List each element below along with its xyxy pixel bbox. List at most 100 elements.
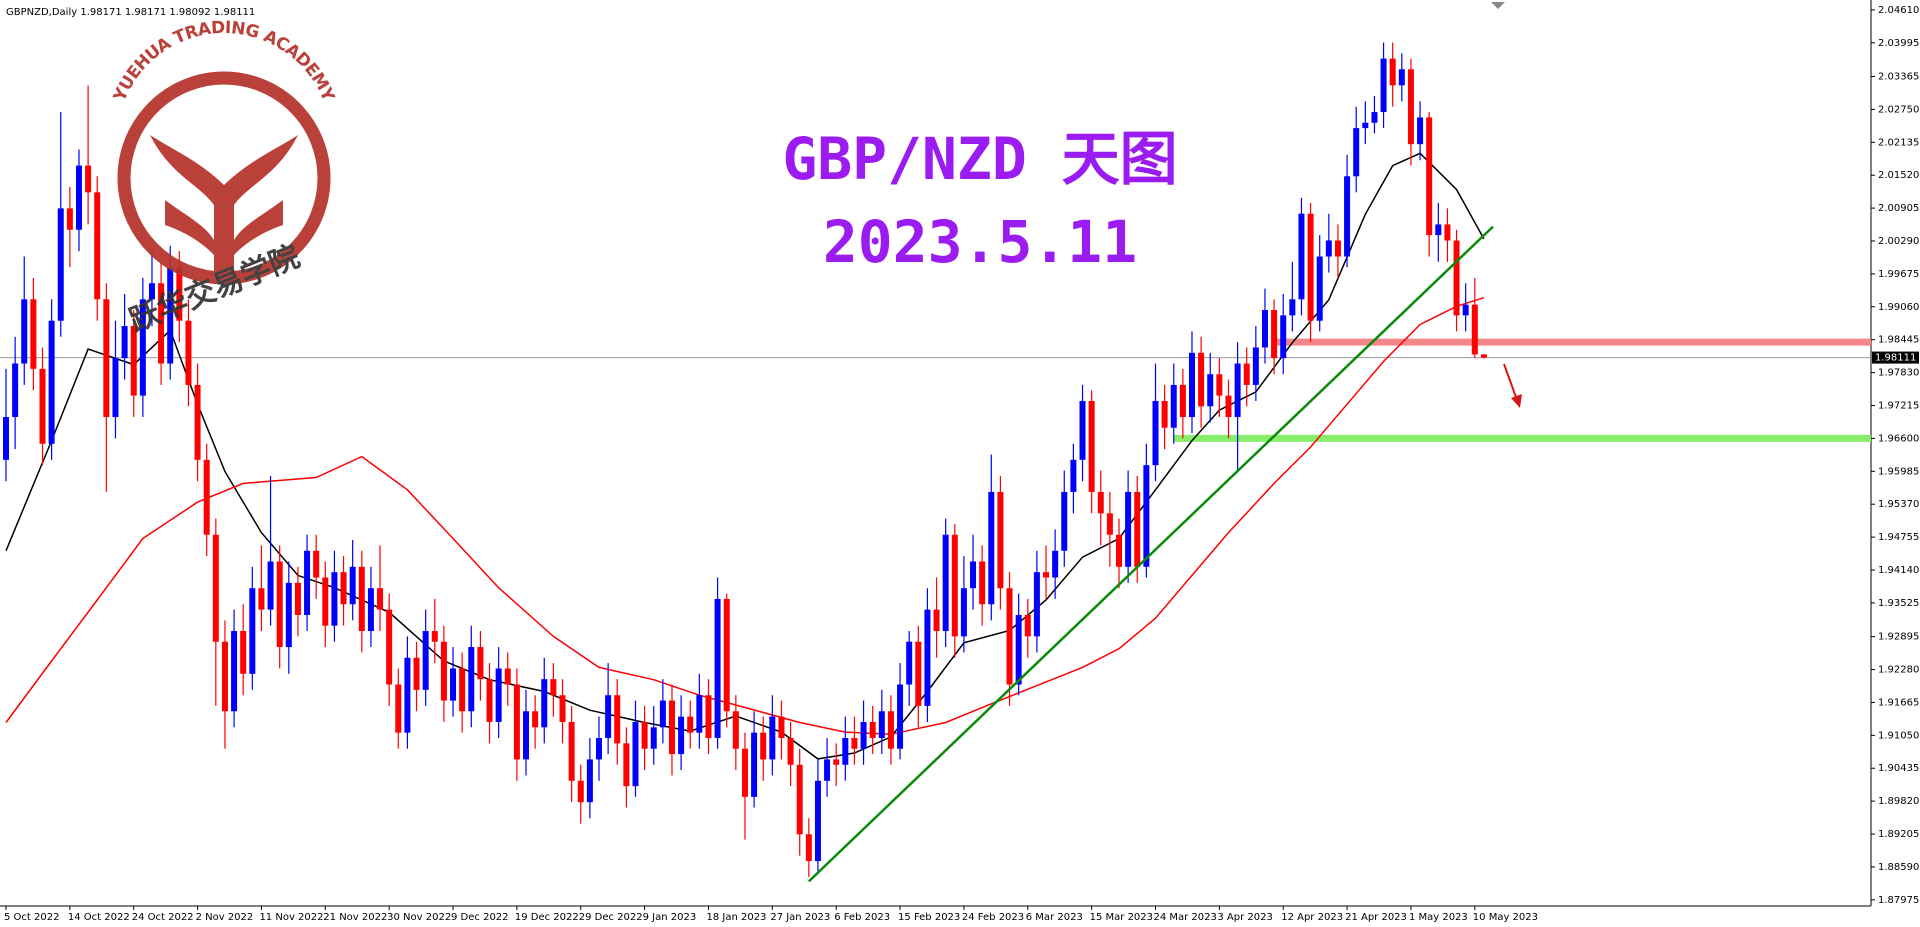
candle-body xyxy=(1316,256,1323,321)
candle-body xyxy=(605,695,612,739)
candle-body xyxy=(1417,117,1424,145)
candle-body xyxy=(85,165,92,193)
candle-body xyxy=(568,721,575,781)
candle-body xyxy=(924,609,931,706)
candle-body xyxy=(75,165,82,230)
candle-body xyxy=(559,695,566,722)
x-tick-label: 24 Mar 2023 xyxy=(1153,912,1216,923)
candle-body xyxy=(696,695,703,733)
x-tick-label: 9 Dec 2022 xyxy=(451,912,509,923)
candle-body xyxy=(21,299,28,364)
candle-body xyxy=(1371,112,1378,123)
candle-body xyxy=(668,700,675,755)
candle-body xyxy=(185,320,192,385)
candle-body xyxy=(678,716,685,755)
candle-body xyxy=(532,711,539,728)
trend-line xyxy=(807,225,1494,883)
y-tick-label: 1.90435 xyxy=(1878,763,1919,774)
candle-body xyxy=(778,716,785,739)
candle-body xyxy=(1207,374,1214,407)
candle-body xyxy=(860,721,867,749)
y-tick-label: 1.97215 xyxy=(1878,401,1919,412)
y-tick-label: 1.99675 xyxy=(1878,269,1919,280)
candle-body xyxy=(714,598,721,739)
candle-body xyxy=(39,368,46,444)
x-tick-label: 24 Oct 2022 xyxy=(132,912,194,923)
logo-mark xyxy=(150,135,298,275)
y-tick-label: 1.94755 xyxy=(1878,532,1919,543)
candle-body xyxy=(1234,363,1241,418)
candle-body xyxy=(3,417,9,460)
y-tick-label: 1.92895 xyxy=(1878,632,1919,643)
candle-body xyxy=(1106,513,1113,535)
candle-body xyxy=(413,657,420,690)
candle-body xyxy=(450,668,457,701)
candle-body xyxy=(577,780,584,803)
candle-body xyxy=(1116,534,1123,567)
candle-body xyxy=(641,721,648,749)
candle-body xyxy=(1407,69,1414,145)
y-tick-label: 1.98445 xyxy=(1878,335,1919,346)
candle-body xyxy=(1088,400,1095,492)
candle-body xyxy=(906,641,913,685)
candle-body xyxy=(523,711,530,760)
candle-body xyxy=(632,721,639,787)
candle-body xyxy=(158,283,165,364)
candle-body xyxy=(614,695,621,744)
x-tick-label: 14 Oct 2022 xyxy=(68,912,130,923)
x-tick-label: 10 May 2023 xyxy=(1473,912,1538,923)
x-tick-label: 29 Dec 2022 xyxy=(579,912,643,923)
y-tick-label: 2.02135 xyxy=(1878,137,1919,148)
candle-body xyxy=(1298,213,1305,300)
y-tick-label: 1.95370 xyxy=(1878,499,1919,510)
candle-body xyxy=(623,743,630,787)
x-tick-label: 21 Apr 2023 xyxy=(1345,912,1407,923)
shift-marker xyxy=(1491,2,1505,9)
y-tick-label: 1.91665 xyxy=(1878,697,1919,708)
x-tick-label: 15 Mar 2023 xyxy=(1090,912,1153,923)
candle-body xyxy=(687,716,694,733)
candle-body xyxy=(1070,459,1077,492)
x-tick-label: 2 Nov 2022 xyxy=(196,912,254,923)
x-tick-label: 19 Dec 2022 xyxy=(515,912,579,923)
candle-body xyxy=(349,566,356,605)
candle-body xyxy=(12,363,19,418)
candle-body xyxy=(1143,465,1150,567)
candle-body xyxy=(851,738,858,749)
moving-average xyxy=(5,296,1485,736)
y-tick-label: 1.99060 xyxy=(1878,302,1919,313)
moving-average xyxy=(5,152,1485,760)
y-tick-label: 1.89820 xyxy=(1878,796,1919,807)
candle-body xyxy=(203,459,210,535)
candle-body xyxy=(1015,614,1022,685)
candle-body xyxy=(322,577,329,626)
candle-body xyxy=(1097,491,1104,514)
arrow xyxy=(1503,363,1522,408)
x-tick-label: 1 May 2023 xyxy=(1409,912,1468,923)
y-tick-label: 2.00905 xyxy=(1878,203,1919,214)
candle-body xyxy=(48,320,55,444)
candle-body xyxy=(103,299,110,418)
y-tick-label: 2.04610 xyxy=(1878,5,1919,16)
candle-body xyxy=(313,550,320,578)
candle-body xyxy=(148,283,155,300)
candle-body xyxy=(294,582,301,615)
candle-body xyxy=(1243,363,1250,385)
y-tick-label: 1.93525 xyxy=(1878,598,1919,609)
candle-body xyxy=(1471,304,1478,355)
candle-body xyxy=(1344,176,1351,257)
candle-body xyxy=(1380,58,1387,113)
y-tick-label: 1.88590 xyxy=(1878,862,1919,873)
y-tick-label: 1.87975 xyxy=(1878,895,1919,906)
logo-mark xyxy=(165,200,283,255)
candle-body xyxy=(513,684,520,760)
x-tick-label: 9 Jan 2023 xyxy=(643,912,697,923)
candle-body xyxy=(1389,58,1396,86)
candle-body xyxy=(1161,400,1168,428)
candle-body xyxy=(285,582,292,648)
candle-body xyxy=(842,738,849,765)
candle-body xyxy=(240,631,247,674)
candle-body xyxy=(970,561,977,589)
